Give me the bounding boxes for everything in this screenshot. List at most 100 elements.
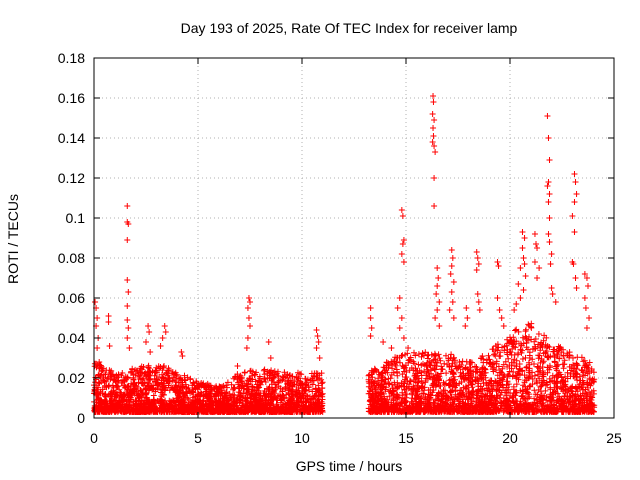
data-point [474, 255, 481, 261]
data-point [243, 345, 250, 351]
data-point [450, 279, 457, 285]
data-point [178, 349, 185, 355]
x-tick-label: 15 [398, 430, 414, 446]
data-point [429, 111, 436, 117]
data-point [433, 291, 440, 297]
data-point [159, 335, 166, 341]
data-point [582, 305, 589, 311]
x-tick-label: 0 [90, 430, 98, 446]
data-point [546, 191, 553, 197]
data-point [143, 339, 149, 345]
data-point [388, 345, 395, 351]
data-point [430, 125, 437, 131]
y-tick-label: 0.18 [58, 50, 85, 66]
data-point [494, 259, 501, 265]
data-point [398, 207, 405, 213]
data-point [517, 295, 524, 301]
data-point [125, 289, 132, 295]
data-point [94, 315, 101, 321]
data-point [405, 345, 412, 351]
data-point [399, 213, 406, 219]
data-point [436, 323, 443, 329]
data-point [546, 215, 553, 221]
y-tick-label: 0.14 [58, 130, 85, 146]
x-tick-label: 25 [606, 430, 622, 446]
data-point [396, 295, 403, 301]
axis-ticks: 0 0.02 0.04 0.06 0.08 0.1 0.12 0.14 0.16 0.18 0 5 10… [58, 50, 622, 446]
data-point [531, 231, 538, 237]
plot-frame [93, 57, 615, 419]
data-points [91, 93, 598, 415]
data-point [247, 323, 253, 329]
data-point [162, 329, 169, 335]
data-point [511, 307, 518, 313]
data-point [124, 203, 131, 209]
data-point [521, 235, 528, 241]
data-point [126, 345, 133, 351]
data-point [435, 275, 442, 281]
data-point [495, 263, 502, 269]
data-point [519, 229, 526, 235]
y-axis-label: ROTI / TECUs [5, 194, 21, 284]
data-point [520, 287, 527, 293]
y-tick-label: 0 [77, 410, 85, 426]
data-point [498, 315, 505, 321]
data-point [581, 271, 588, 277]
data-point [147, 349, 154, 355]
data-point [586, 315, 593, 321]
data-point [548, 251, 555, 257]
data-point [517, 265, 524, 271]
data-point [106, 343, 113, 349]
data-point [473, 267, 480, 273]
x-tick-label: 20 [502, 430, 518, 446]
data-point [522, 273, 529, 279]
data-point [316, 355, 323, 361]
data-point [125, 325, 132, 331]
data-point [533, 241, 539, 247]
data-point [515, 281, 522, 287]
data-point [432, 315, 439, 321]
data-point [585, 283, 591, 289]
data-point [571, 199, 578, 205]
data-point [124, 303, 131, 309]
data-point [105, 319, 112, 325]
observation-cloud [91, 320, 598, 415]
data-point [124, 277, 131, 283]
data-point [545, 135, 552, 141]
data-point [244, 305, 251, 311]
data-point [545, 179, 552, 185]
data-point [434, 265, 441, 271]
data-point [448, 263, 455, 269]
data-point [432, 149, 439, 155]
data-point [448, 289, 455, 295]
data-point [545, 231, 552, 237]
data-point [105, 313, 112, 319]
x-tick-label: 5 [194, 430, 202, 446]
data-point [544, 113, 551, 119]
data-point [124, 335, 131, 341]
data-point [547, 261, 554, 267]
data-point [431, 175, 438, 181]
data-point [450, 315, 457, 321]
data-point [520, 255, 527, 261]
data-point [571, 171, 578, 177]
data-point [581, 295, 588, 301]
data-point [463, 305, 470, 311]
data-point [265, 339, 272, 345]
data-point [500, 323, 507, 329]
data-point [573, 191, 580, 197]
data-point [125, 221, 132, 227]
data-point [400, 335, 407, 341]
data-point [446, 307, 453, 313]
data-point [431, 143, 438, 149]
data-point [552, 299, 559, 305]
data-point [313, 345, 320, 351]
y-tick-label: 0.08 [58, 250, 85, 266]
data-point [447, 271, 454, 277]
data-point [448, 247, 455, 253]
data-point [546, 157, 553, 163]
data-point [583, 275, 590, 281]
x-axis-label: GPS time / hours [296, 458, 403, 474]
data-point [531, 259, 538, 265]
data-point [521, 261, 528, 267]
